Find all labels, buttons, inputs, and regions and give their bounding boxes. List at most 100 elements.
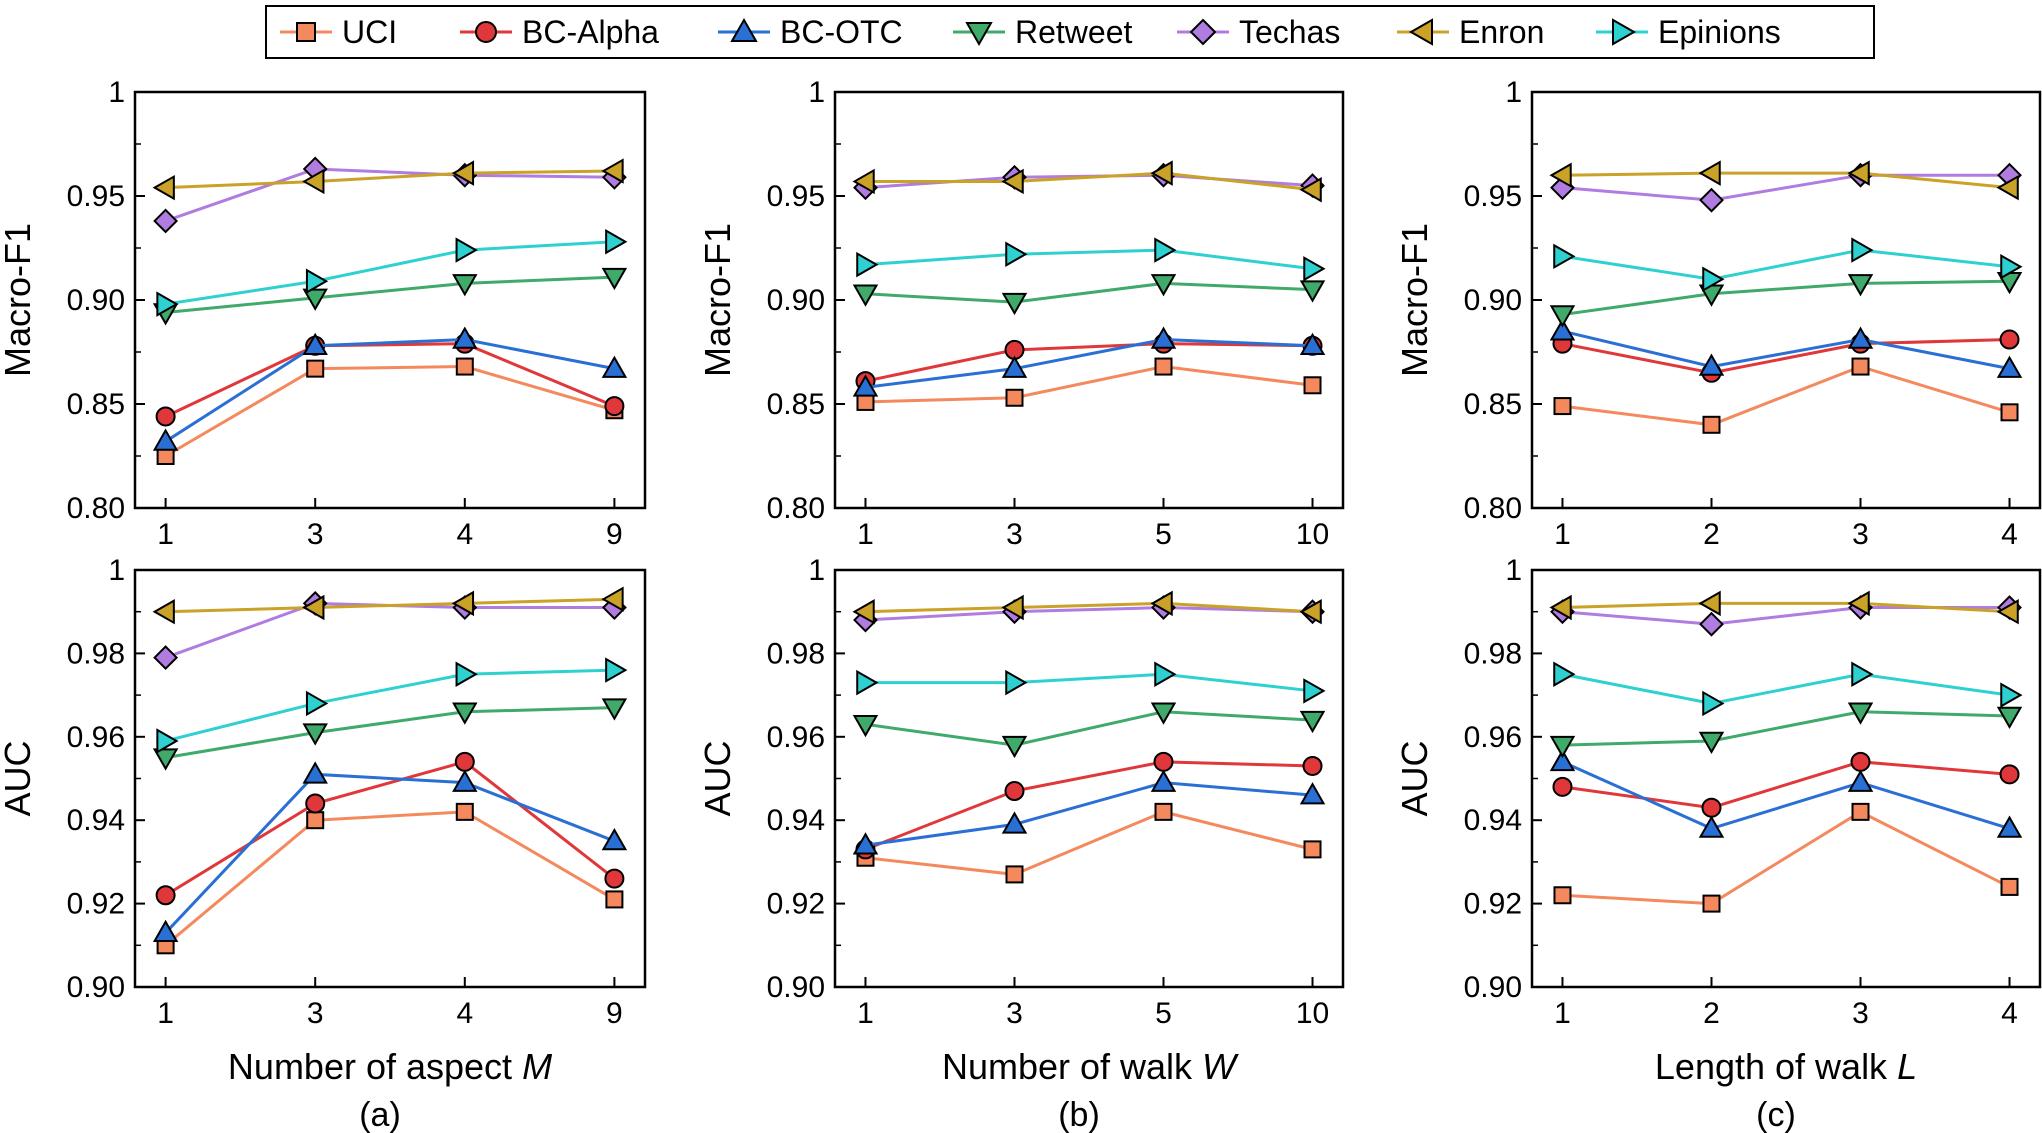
series-line-epinions [865, 672, 1313, 693]
series-enron [852, 590, 1322, 625]
x-axis-label: Number of walk W [942, 1046, 1239, 1087]
series-line-bc-otc [865, 781, 1313, 847]
y-tick-label: 0.96 [1464, 721, 1522, 754]
legend-label-techas: Techas [1239, 14, 1340, 50]
data-point-epinions [156, 728, 179, 754]
data-point-uci [1303, 840, 1322, 859]
data-point-bc-otc [1847, 769, 1874, 792]
panel-a-bottom: 0.90 0.92 0.94 0.96 0.98 1 1 3 4 9 AUC Number of as… [0, 554, 647, 1087]
series-enron [152, 158, 624, 201]
data-point-bc-otc [852, 374, 879, 397]
data-point-epinions [1154, 661, 1177, 687]
series-bc-otc [1549, 318, 2023, 378]
data-point-retweet [601, 267, 628, 291]
legend-label-enron: Enron [1459, 14, 1544, 50]
x-tick-label: 5 [1155, 518, 1172, 551]
y-tick-label: 1 [108, 76, 125, 109]
x-tick-label: 10 [1296, 997, 1329, 1030]
series-epinions [156, 657, 628, 754]
y-axis-label: AUC [0, 740, 38, 816]
data-point-uci [2000, 403, 2019, 422]
data-point-bc-alpha [604, 868, 625, 889]
data-point-bc-otc [452, 769, 478, 792]
series-enron [1549, 590, 2019, 625]
series-line-techas [165, 167, 615, 223]
data-point-epinions [455, 661, 478, 687]
data-point-retweet [302, 723, 328, 746]
y-tick-label: 0.92 [1464, 888, 1522, 921]
data-point-retweet [1150, 702, 1177, 725]
data-point-bc-otc [1299, 332, 1326, 356]
x-tick-label: 1 [857, 518, 874, 551]
data-point-enron [1698, 160, 1721, 186]
series-bc-otc [852, 326, 1326, 397]
series-line-retweet [165, 706, 615, 760]
legend-marker-epinions [1612, 18, 1637, 46]
data-point-bc-alpha [1850, 751, 1871, 772]
data-point-epinions [605, 657, 628, 683]
x-tick-label: 3 [1006, 997, 1023, 1030]
legend-marker-techas [1189, 18, 1217, 46]
series-techas [153, 590, 627, 670]
y-tick-label: 0.94 [67, 804, 125, 837]
series-line-enron [1562, 601, 2010, 614]
data-point-retweet [601, 698, 628, 721]
data-point-epinions [2000, 682, 2023, 708]
data-point-bc-otc [852, 832, 879, 855]
series-line-enron [865, 601, 1313, 614]
data-point-enron [1150, 160, 1173, 186]
series-line-enron [165, 597, 615, 614]
series-retweet [1549, 702, 2023, 759]
data-point-enron [451, 590, 475, 617]
x-tick-label: 1 [857, 997, 874, 1030]
y-tick-label: 0.80 [67, 492, 125, 525]
data-point-bc-alpha [1701, 797, 1722, 818]
data-point-uci [1553, 397, 1572, 416]
x-tick-label: 3 [1852, 997, 1869, 1030]
legend-label-uci: UCI [342, 14, 397, 50]
data-point-bc-alpha [1004, 781, 1025, 802]
x-tick-label: 2 [1703, 997, 1720, 1030]
data-point-bc-otc [302, 332, 328, 356]
x-tick-label: 1 [157, 518, 174, 551]
data-point-bc-otc [1299, 782, 1326, 805]
data-point-bc-alpha [1999, 764, 2020, 785]
data-point-retweet [452, 702, 478, 725]
data-point-uci [1154, 802, 1173, 821]
panel-caption: (b) [1058, 1096, 1100, 1133]
data-point-retweet [1150, 274, 1177, 297]
series-retweet [152, 267, 628, 326]
series-uci [156, 802, 624, 955]
data-point-retweet [1299, 280, 1326, 303]
series-uci [856, 357, 1322, 411]
legend-marker-retweet [965, 22, 993, 47]
series-line-retweet [865, 710, 1313, 747]
data-point-epinions [1303, 256, 1326, 282]
series-line-enron [1562, 171, 2010, 190]
x-axis-label: Length of walk L [1655, 1046, 1917, 1087]
data-point-epinions [856, 251, 879, 278]
series-line-epinions [1562, 672, 2010, 705]
data-point-uci [1303, 376, 1322, 395]
data-point-uci [1851, 802, 1870, 821]
data-point-bc-otc [1150, 326, 1177, 349]
data-point-enron [1996, 174, 2019, 201]
data-point-enron [1001, 168, 1024, 195]
series-epinions [156, 229, 628, 317]
x-tick-label: 1 [1554, 518, 1571, 551]
data-point-techas [153, 645, 179, 670]
data-point-enron [1001, 594, 1024, 621]
data-point-epinions [455, 237, 478, 263]
y-tick-label: 1 [1505, 76, 1522, 109]
panel-caption: (c) [1756, 1096, 1796, 1133]
y-tick-label: 0.80 [767, 492, 825, 525]
y-tick-label: 0.85 [1464, 388, 1522, 421]
series-line-epinions [1562, 248, 2010, 281]
data-point-bc-alpha [1999, 329, 2020, 350]
series-enron [852, 160, 1322, 203]
data-point-epinions [605, 229, 628, 255]
y-axis-label: Macro-F1 [697, 223, 738, 377]
series-bc-otc [152, 326, 628, 451]
data-point-uci [1005, 865, 1024, 884]
series-line-techas [865, 606, 1313, 622]
